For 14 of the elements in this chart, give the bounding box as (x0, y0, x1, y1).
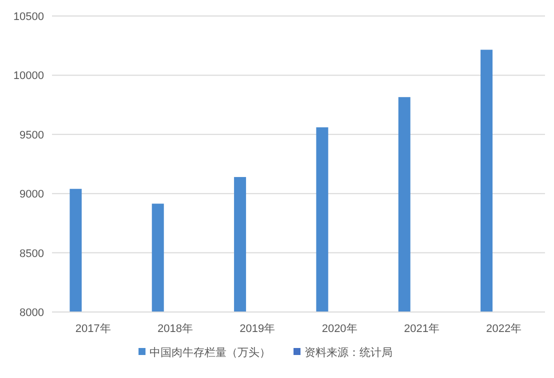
y-tick-label: 10000 (13, 70, 44, 82)
x-tick-label: 2017年 (75, 323, 111, 335)
y-tick-label: 8000 (20, 307, 44, 319)
y-tick-label: 9500 (20, 129, 44, 142)
y-tick-label: 8500 (20, 248, 44, 260)
x-tick-label: 2019年 (240, 323, 276, 335)
legend-label: 资料来源：统计局 (304, 346, 392, 359)
y-tick-label: 9000 (20, 188, 44, 201)
x-tick-label: 2020年 (322, 323, 358, 335)
x-tick-label: 2021年 (404, 323, 440, 335)
legend-label: 中国肉牛存栏量（万头） (150, 346, 270, 359)
x-tick-label: 2022年 (486, 323, 522, 335)
y-tick-label: 10500 (13, 11, 44, 23)
x-tick-label: 2018年 (158, 323, 193, 335)
